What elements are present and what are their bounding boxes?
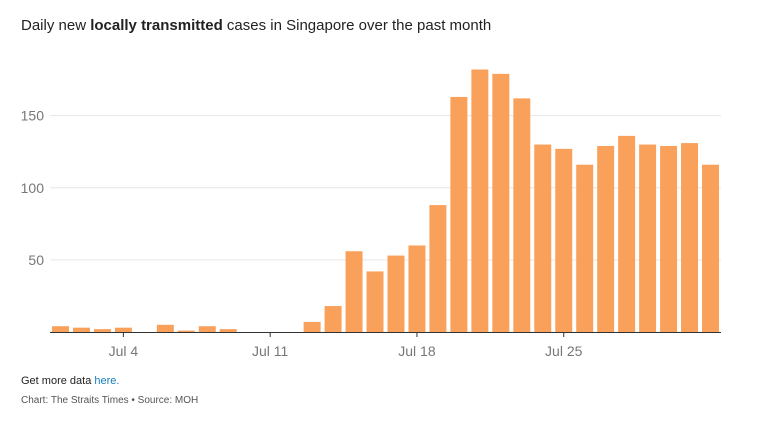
bar-jul-18 [408,245,426,332]
bar-jul-14 [324,306,342,332]
bar-jul-30 [660,145,678,332]
bar-jul-28 [618,135,636,332]
y-tick-label: 150 [21,108,45,124]
more-data-text: Get more data [21,375,95,387]
x-tick-label: Jul 4 [109,343,139,359]
title-suffix: cases in Singapore over the past month [222,17,492,34]
title-prefix: Daily new [21,17,91,34]
bar-jul-17 [387,255,405,332]
x-tick-label: Jul 11 [252,343,289,359]
bar-jul-2 [72,327,90,332]
x-tick-label: Jul 18 [398,343,436,359]
more-data: Get more data here. [21,375,119,387]
bar-jul-24 [534,144,552,332]
bar-jul-1 [52,326,69,332]
more-data-link[interactable]: here. [94,375,120,387]
bar-jul-20 [450,96,468,332]
bar-jul-21 [471,69,489,333]
chart-credit: Chart: The Straits Times • Source: MOH [21,395,199,406]
bar-jul-9 [219,329,237,332]
bar-jul-22 [492,73,510,332]
bar-jul-3 [93,329,111,332]
bar-jul-29 [639,144,657,332]
y-tick-label: 100 [21,180,45,196]
chart-title: Daily new locally transmitted cases in S… [21,17,491,34]
bar-jul-31 [681,143,699,332]
bar-jul-27 [597,145,615,332]
bar-jul-26 [576,164,594,332]
x-tick-label: Jul 25 [545,343,583,359]
bar-jul-23 [513,98,531,333]
bar-jul-13 [303,321,321,332]
bar-jul-25 [555,148,573,332]
bar-jul-19 [429,205,447,332]
bar-jul-7 [177,330,195,332]
title-bold: locally transmitted [90,17,223,34]
bar-jul-4 [114,327,132,332]
bar-jul-6 [156,324,174,332]
y-tick-label: 50 [28,252,44,268]
bar-jul-8 [198,326,216,332]
bar-jul-16 [366,271,384,332]
bar-aug-1 [702,164,719,332]
bar-jul-15 [345,251,363,332]
